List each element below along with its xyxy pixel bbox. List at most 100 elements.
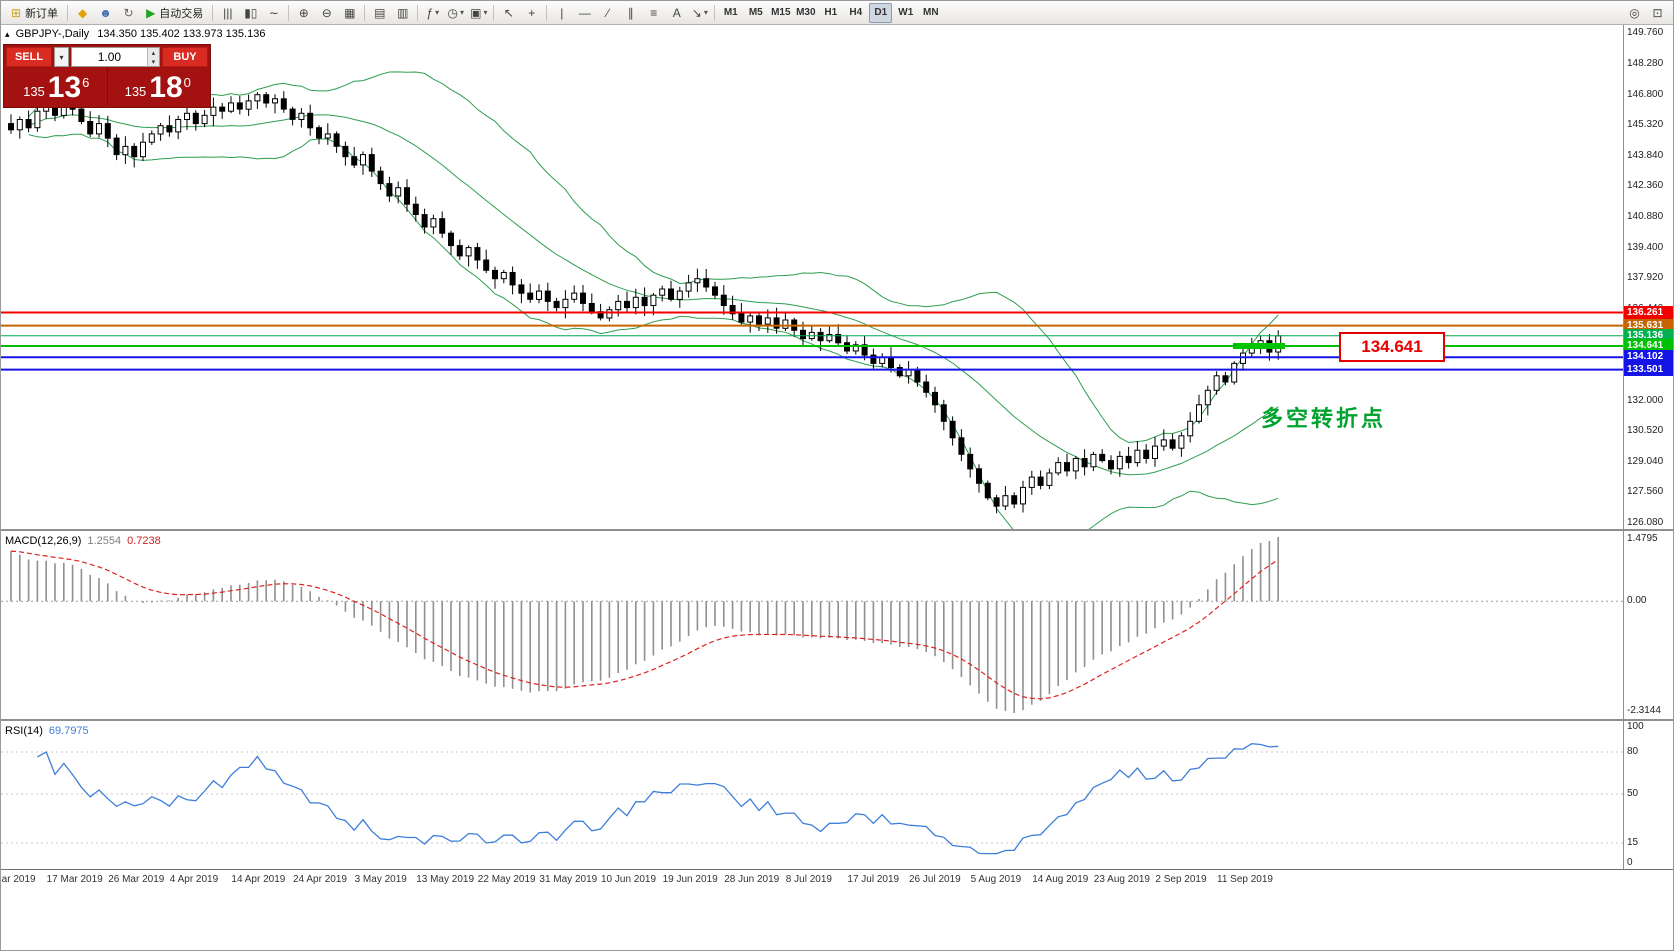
price-tick: 149.760 xyxy=(1627,27,1664,39)
fibonacci-button[interactable]: ≡ xyxy=(643,3,664,23)
price-tick: 127.560 xyxy=(1627,486,1664,498)
volume-input[interactable] xyxy=(72,48,147,66)
tile-windows-button[interactable]: ▤ xyxy=(369,3,390,23)
new-order-button[interactable]: ⊞ 新订单 xyxy=(6,3,63,23)
macd-scale-tick: 1.4795 xyxy=(1627,533,1658,544)
collapse-chart-icon[interactable]: ▴ xyxy=(5,29,10,39)
indicators-button[interactable]: ƒ ▾ xyxy=(422,3,443,23)
timeframe-mn-button[interactable]: MN xyxy=(923,7,939,18)
trendline-icon: ∕ xyxy=(606,5,609,20)
search-icon-button[interactable]: ◎ xyxy=(1629,5,1640,20)
price-chart-panel[interactable]: 126.080127.560129.040130.520132.000133.4… xyxy=(1,25,1673,529)
refresh-button[interactable]: ↻ xyxy=(118,3,139,23)
toolbar-separator xyxy=(417,4,419,21)
volume-down-icon[interactable]: ▾ xyxy=(147,57,159,66)
profiles-button[interactable]: ◆ xyxy=(72,3,93,23)
zoom-in-button[interactable]: ⊕ xyxy=(293,3,314,23)
timeframe-m15-button[interactable]: M15 xyxy=(771,7,791,18)
price-tick: 132.000 xyxy=(1627,394,1664,406)
candle-chart-type-button[interactable]: ▮▯ xyxy=(240,3,261,23)
arrows-button[interactable]: ↘ ▾ xyxy=(689,3,710,23)
timeframe-h4-button[interactable]: H4 xyxy=(849,7,863,18)
rsi-scale-tick: 80 xyxy=(1627,746,1639,757)
channel-icon: ∥ xyxy=(627,5,634,20)
horizontal-line-button[interactable]: — xyxy=(574,3,595,23)
rsi-plot[interactable] xyxy=(1,721,1623,869)
macd-indicator-panel[interactable]: 1.4795 0.00 -2.3144 MACD(12,26,9) 1.2554 0.7… xyxy=(1,529,1673,719)
candle-chart-type-icon: ▮▯ xyxy=(244,5,258,20)
timeframe-w1-button[interactable]: W1 xyxy=(898,7,914,18)
price-callout-label[interactable]: 134.641 xyxy=(1339,332,1445,363)
candlestick-plot[interactable] xyxy=(1,25,1623,529)
text-button[interactable]: A xyxy=(666,3,687,23)
date-label: 28 Jun 2019 xyxy=(724,874,780,885)
bid-price[interactable]: 135 13 6 xyxy=(6,67,107,105)
date-label: 7 Mar 2019 xyxy=(1,874,36,885)
date-label: 19 Jun 2019 xyxy=(662,874,718,885)
price-tick: 140.880 xyxy=(1627,211,1664,223)
cursor-button[interactable]: ↖ xyxy=(498,3,519,23)
channel-button[interactable]: ∥ xyxy=(620,3,641,23)
timeframe-m30-button[interactable]: M30 xyxy=(796,7,816,18)
price-tick: 142.360 xyxy=(1627,180,1664,192)
price-scale[interactable]: 126.080127.560129.040130.520132.000133.4… xyxy=(1623,25,1673,529)
timeframe-m5-button[interactable]: M5 xyxy=(748,7,763,18)
rsi-scale: 100 80 50 15 0 xyxy=(1623,721,1673,869)
volume-field: ▴ ▾ xyxy=(71,47,160,67)
templates-button[interactable]: ▣ ▾ xyxy=(468,3,489,23)
macd-scale-tick: -2.3144 xyxy=(1627,705,1661,716)
cascade-windows-button[interactable]: ▥ xyxy=(392,3,413,23)
community-icon-button[interactable]: ⊡ xyxy=(1652,5,1663,20)
trendline-button[interactable]: ∕ xyxy=(597,3,618,23)
tile-windows-icon: ▤ xyxy=(374,5,386,20)
sell-button[interactable]: SELL xyxy=(6,47,52,67)
profiles-icon: ◆ xyxy=(77,5,88,20)
arrows-button-dropdown-icon: ▾ xyxy=(703,8,708,17)
timeframe-d1-button[interactable]: D1 xyxy=(869,2,893,23)
autotrading-icon: ▶ xyxy=(146,5,156,20)
toolbar-separator xyxy=(212,4,214,21)
price-line-tag: 133.501 xyxy=(1624,362,1673,376)
zoom-out-button[interactable]: ⊖ xyxy=(316,3,337,23)
autotrading-button[interactable]: ▶ 自动交易 xyxy=(141,3,208,23)
crosshair-button[interactable]: + xyxy=(521,3,542,23)
rsi-indicator-panel[interactable]: 100 80 50 15 0 RSI(14) 69.7975 xyxy=(1,719,1673,869)
bar-chart-type-button[interactable]: ||| xyxy=(217,3,238,23)
date-label: 13 May 2019 xyxy=(416,874,475,885)
date-label: 26 Jul 2019 xyxy=(909,874,961,885)
price-tick: 126.080 xyxy=(1627,517,1664,528)
volume-up-icon[interactable]: ▴ xyxy=(147,48,159,57)
periods-icon: ◷ xyxy=(447,5,459,20)
macd-plot[interactable] xyxy=(1,531,1623,719)
ask-sup: 0 xyxy=(183,75,191,90)
timeframe-m1-button[interactable]: M1 xyxy=(723,7,738,18)
date-label: 10 Jun 2019 xyxy=(601,874,657,885)
price-tick: 130.520 xyxy=(1627,425,1664,437)
marketwatch-button[interactable]: ☻ xyxy=(95,3,116,23)
grid-button[interactable]: ▦ xyxy=(339,3,360,23)
time-axis[interactable]: 7 Mar 2019 17 Mar 2019 26 Mar 2019 4 Apr 20… xyxy=(1,869,1673,891)
price-line-tag: 134.641 xyxy=(1624,339,1673,353)
date-label: 17 Mar 2019 xyxy=(46,874,103,885)
toolbar-separator xyxy=(364,4,366,21)
chart-ohlc: 134.350 135.402 133.973 135.136 xyxy=(97,28,266,40)
periods-button[interactable]: ◷ ▾ xyxy=(445,3,466,23)
macd-scale: 1.4795 0.00 -2.3144 xyxy=(1623,531,1673,719)
line-chart-type-button[interactable]: ∼ xyxy=(263,3,284,23)
ask-price[interactable]: 135 18 0 xyxy=(106,67,209,105)
periods-button-dropdown-icon: ▾ xyxy=(460,8,465,17)
toolbar-separator xyxy=(67,4,69,21)
price-tick: 143.840 xyxy=(1627,149,1664,161)
toolbar-separator xyxy=(493,4,495,21)
date-label: 14 Aug 2019 xyxy=(1032,874,1089,885)
date-label: 23 Aug 2019 xyxy=(1093,874,1150,885)
bid-sup: 6 xyxy=(82,75,90,90)
volume-dropdown[interactable]: ▾ xyxy=(54,47,69,67)
bid-prefix: 135 xyxy=(23,84,45,99)
toolbar-separator xyxy=(288,4,290,21)
timeframe-h1-button[interactable]: H1 xyxy=(824,7,838,18)
vertical-line-button[interactable]: | xyxy=(551,3,572,23)
fibonacci-icon: ≡ xyxy=(650,5,658,20)
buy-button[interactable]: BUY xyxy=(162,47,208,67)
